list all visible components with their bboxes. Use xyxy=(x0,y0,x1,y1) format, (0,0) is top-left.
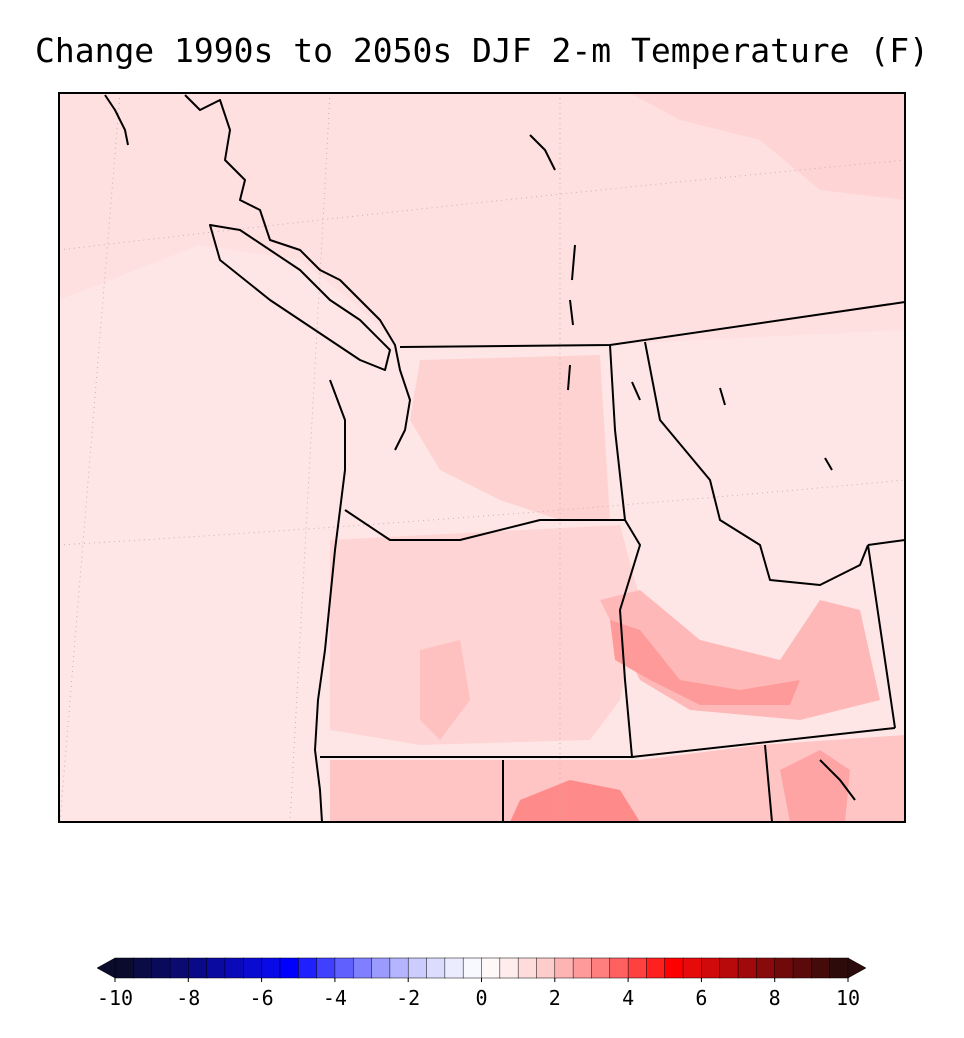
colorbar-swatch xyxy=(334,957,354,979)
field-shade xyxy=(330,735,905,822)
graticule xyxy=(59,93,121,822)
colorbar-swatch xyxy=(444,957,464,979)
border xyxy=(320,727,896,758)
colorbar-tick-label: 4 xyxy=(622,986,634,1010)
colorbar-swatch xyxy=(499,957,519,979)
colorbar-swatch xyxy=(792,957,813,979)
colorbar-swatch xyxy=(279,957,299,979)
field-shade xyxy=(510,780,640,822)
colorbar-swatch xyxy=(536,957,556,979)
colorbar-tick-label: 0 xyxy=(475,986,487,1010)
colorbar-swatch xyxy=(169,957,190,979)
map xyxy=(58,92,906,823)
map-frame xyxy=(58,92,906,823)
colorbar-swatch xyxy=(646,957,666,979)
colorbar-tick-label: -2 xyxy=(396,986,420,1010)
colorbar-swatch xyxy=(481,957,501,979)
colorbar-swatch xyxy=(774,957,794,979)
colorbar-swatch xyxy=(407,957,428,979)
coastline xyxy=(104,94,411,451)
field-shade xyxy=(780,750,850,822)
colorbar-swatch xyxy=(371,957,391,979)
colorbar-tick-label: 8 xyxy=(769,986,781,1010)
colorbar-tick-label: -8 xyxy=(176,986,200,1010)
lake xyxy=(529,134,856,801)
colorbar-swatch xyxy=(224,957,245,979)
field-shade xyxy=(420,640,470,740)
title: Change 1990s to 2050s DJF 2-m Temperatur… xyxy=(35,31,929,70)
colorbar: -10 -8 -6 -4 -2 0 2 4 6 8 10 xyxy=(96,957,867,1010)
colorbar-swatch xyxy=(829,957,849,979)
colorbar-tick-label: -4 xyxy=(323,986,347,1010)
colorbar-swatch xyxy=(188,957,208,979)
colorbar-swatch xyxy=(737,957,758,979)
colorbar-swatch xyxy=(682,957,703,979)
colorbar-swatch xyxy=(591,957,611,979)
colorbar-arrow xyxy=(96,957,116,979)
graticule xyxy=(59,479,905,546)
coastline xyxy=(209,224,391,371)
colorbar-tick-label: -6 xyxy=(250,986,274,1010)
colorbar-swatch xyxy=(701,957,721,979)
colorbar-swatch xyxy=(206,957,226,979)
colorbar-swatch xyxy=(133,957,153,979)
border xyxy=(609,344,641,758)
colorbar-swatch xyxy=(627,957,648,979)
border xyxy=(344,509,625,541)
colorbar-swatch xyxy=(114,957,135,979)
colorbar-swatch xyxy=(352,957,373,979)
coastline xyxy=(314,379,346,822)
colorbar-swatch xyxy=(756,957,776,979)
colorbar-swatch xyxy=(389,957,409,979)
colorbar-swatch xyxy=(811,957,831,979)
colorbar-swatch xyxy=(243,957,263,979)
colorbar-swatch xyxy=(609,957,629,979)
colorbar-swatch xyxy=(316,957,336,979)
field-shade xyxy=(59,93,905,345)
border xyxy=(502,539,905,822)
field-shade xyxy=(610,620,800,705)
colorbar-swatch xyxy=(151,957,171,979)
colorbar-swatch xyxy=(554,957,574,979)
colorbar-tick-label: 6 xyxy=(695,986,707,1010)
colorbar-swatch xyxy=(261,957,281,979)
colorbar-tick-label: 10 xyxy=(836,986,860,1010)
colorbar-arrow xyxy=(847,957,867,979)
colorbar-swatch xyxy=(462,957,483,979)
colorbar-swatch xyxy=(664,957,684,979)
colorbar-swatch xyxy=(719,957,739,979)
colorbar-tick-label: 2 xyxy=(549,986,561,1010)
colorbar-tick-label: -10 xyxy=(97,986,133,1010)
field-shade xyxy=(330,525,640,745)
colorbar-swatch xyxy=(572,957,593,979)
colorbar-swatch xyxy=(517,957,538,979)
graticule xyxy=(289,93,331,822)
field-shade xyxy=(630,93,905,200)
colorbar-swatch xyxy=(298,957,318,979)
colorbar-swatch xyxy=(426,957,446,979)
border xyxy=(644,341,869,586)
